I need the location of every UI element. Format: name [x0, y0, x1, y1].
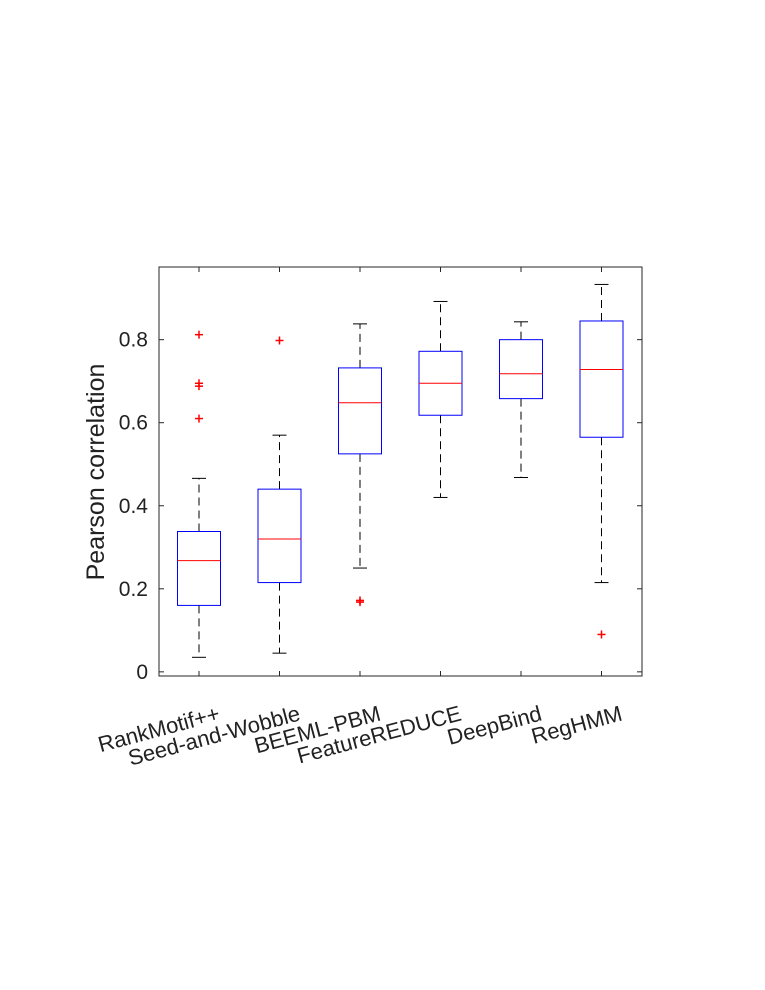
box-group — [418, 300, 463, 498]
box — [338, 367, 382, 455]
y-tick-label: 0.8 — [119, 329, 148, 352]
box — [579, 320, 624, 438]
box-group — [579, 283, 624, 639]
plot-area — [158, 266, 643, 677]
outlier-marker — [195, 379, 203, 388]
box — [257, 488, 302, 584]
y-tick-label: 0.6 — [119, 412, 148, 435]
y-tick-label: 0.4 — [119, 495, 149, 518]
box — [499, 339, 543, 400]
outlier-marker — [597, 630, 606, 639]
box-group — [338, 323, 382, 607]
box-group — [177, 330, 221, 658]
box — [177, 531, 221, 606]
outlier-marker — [356, 596, 364, 605]
outlier-marker — [275, 336, 284, 345]
outlier-marker — [195, 330, 203, 339]
box-group — [499, 321, 543, 479]
x-tick-label: RegHMM — [529, 701, 625, 749]
y-tick-label: 0.2 — [119, 578, 148, 601]
y-tick-label: 0 — [136, 661, 148, 684]
box-group — [257, 336, 302, 654]
y-axis-title: Pearson correlation — [82, 364, 110, 581]
outlier-marker — [195, 414, 203, 423]
